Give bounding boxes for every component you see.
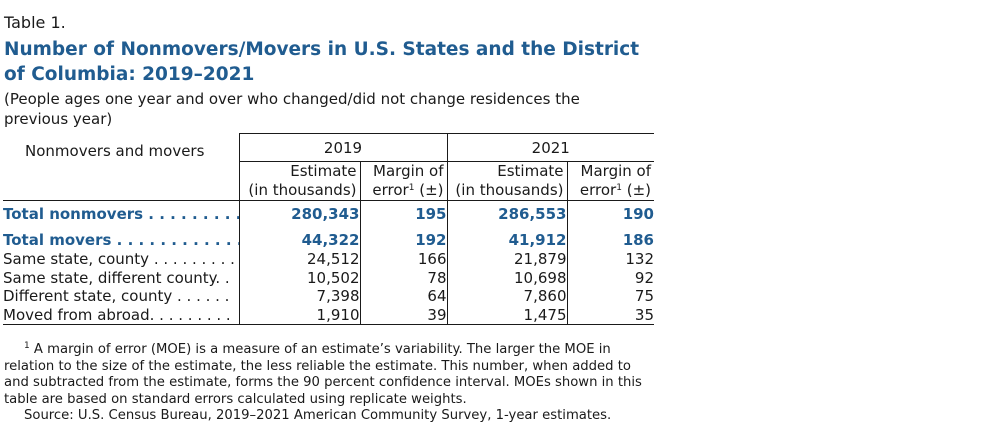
row-label: Total movers . . . . . . . . . . . . . . <box>3 230 240 250</box>
stub-header: Nonmovers and movers <box>3 141 240 181</box>
estimate-2021: 1,475 <box>447 305 568 325</box>
table-subtitle: (People ages one year and over who chang… <box>4 90 580 128</box>
moe-2021: 92 <box>634 268 654 287</box>
estimate-2019: 1,910 <box>239 305 361 325</box>
moe-2019: 39 <box>360 305 448 325</box>
estimate-2021: 7,860 <box>447 287 568 306</box>
year-header-2019: 2019 <box>239 133 448 162</box>
estimate-2019: 280,343 <box>239 200 361 224</box>
moe-2021: 35 <box>567 305 654 325</box>
table-row-moved-from-abroad: Moved from abroad. . . . . . . . . 1,910… <box>3 305 654 325</box>
table-label: Table 1. <box>4 13 66 32</box>
year-header-2021: 2021 <box>447 133 654 162</box>
table-row-same-state-county: Same state, county . . . . . . . . . . 2… <box>3 250 654 269</box>
table-title: Number of Nonmovers/Movers in U.S. State… <box>4 39 640 85</box>
table-row-different-state-county: Different state, county . . . . . . 7,39… <box>3 287 654 306</box>
estimate-header-line1: Estimate <box>497 162 564 180</box>
moe-header-line1: Margin of <box>373 162 444 180</box>
moe-2021: 190 <box>622 205 654 223</box>
moe-header-line1: Margin of <box>580 162 651 180</box>
estimate-2019: 24,512 <box>239 250 361 269</box>
footnote: 1 A margin of error (MOE) is a measure o… <box>4 342 644 408</box>
estimate-2021: 286,553 <box>447 200 568 224</box>
row-label: Different state, county . . . . . . <box>3 287 240 306</box>
estimate-header-line2: (in thousands) <box>455 181 564 199</box>
estimate-2019: 10,502 <box>239 268 361 287</box>
moe-header-error: error <box>372 181 409 199</box>
data-table: 2019 2021 Nonmovers and movers Estimate … <box>3 133 654 325</box>
moe-header-2019: Margin of error1 (±) <box>360 161 448 201</box>
moe-2019: 192 <box>360 230 448 250</box>
estimate-header-line2: (in thousands) <box>248 181 357 199</box>
table-row-same-state-different-county: Same state, different county. . 10,502 7… <box>3 268 654 287</box>
estimate-header-2019: Estimate (in thousands) <box>239 161 361 201</box>
estimate-header-line1: Estimate <box>290 162 357 180</box>
moe-2019: 78 <box>360 268 448 287</box>
footnote-text: A margin of error (MOE) is a measure of … <box>4 342 642 407</box>
column-header-row: Nonmovers and movers Estimate (in thousa… <box>3 141 654 201</box>
estimate-header-2021: Estimate (in thousands) <box>447 161 568 201</box>
table-notes: 1 A margin of error (MOE) is a measure o… <box>4 342 644 425</box>
estimate-2021: 41,912 <box>447 230 568 250</box>
estimate-2021: 21,879 <box>447 250 568 269</box>
source-note: Source: U.S. Census Bureau, 2019–2021 Am… <box>24 408 612 423</box>
moe-2019: 166 <box>360 250 448 269</box>
moe-2019: 195 <box>360 200 448 224</box>
moe-2021: 186 <box>622 231 654 249</box>
row-label: Moved from abroad. . . . . . . . . <box>3 305 240 325</box>
row-spacer <box>3 224 654 230</box>
moe-header-error: error <box>579 181 617 199</box>
moe-2021: 75 <box>634 287 654 305</box>
moe-2019: 64 <box>360 287 448 306</box>
row-label: Total nonmovers . . . . . . . . . . . <box>3 200 240 224</box>
moe-header-pm: (±) <box>621 181 651 199</box>
footnote-marker: 1 <box>408 183 415 193</box>
estimate-2019: 7,398 <box>239 287 361 306</box>
moe-2021: 132 <box>625 250 654 268</box>
table-row-total-nonmovers: Total nonmovers . . . . . . . . . . . 28… <box>3 200 654 224</box>
moe-header-2021: Margin of error1 (±) <box>567 161 654 201</box>
moe-header-pm: (±) <box>414 181 444 199</box>
footnote-marker: 1 <box>616 183 622 193</box>
estimate-2021: 10,698 <box>447 268 568 287</box>
estimate-2019: 44,322 <box>239 230 361 250</box>
row-label: Same state, county . . . . . . . . . . <box>3 250 240 269</box>
footnote-marker: 1 <box>24 341 30 351</box>
table-row-total-movers: Total movers . . . . . . . . . . . . . .… <box>3 230 654 250</box>
row-label: Same state, different county. . <box>3 268 240 287</box>
